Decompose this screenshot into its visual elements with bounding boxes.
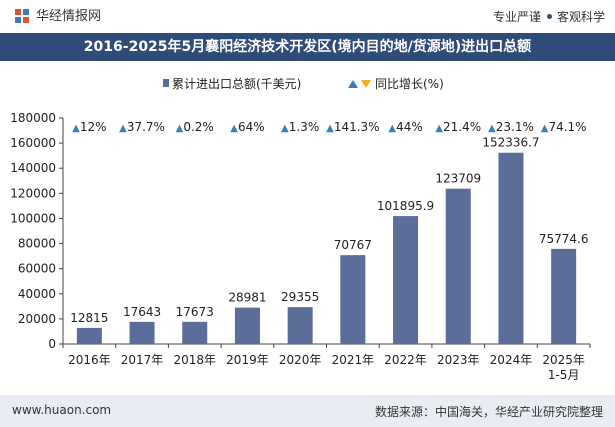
bar-value-label: 28981 <box>228 291 266 305</box>
y-axis-tick-label: 120000 <box>10 186 56 200</box>
growth-rate-label: ▲0.2% <box>176 120 214 134</box>
growth-rate-label: ▲23.1% <box>488 120 534 134</box>
x-axis-tick-label: 2020年 <box>279 353 322 367</box>
bar[interactable] <box>287 307 313 344</box>
y-axis-tick-label: 140000 <box>10 161 56 175</box>
bar-value-label: 29355 <box>281 290 319 304</box>
legend-up-triangle-icon <box>348 80 358 88</box>
footer-source: 数据来源：中国海关，华经产业研究院整理 <box>374 405 603 419</box>
growth-rate-label: ▲1.3% <box>281 120 319 134</box>
bar[interactable] <box>129 321 155 344</box>
bar[interactable] <box>445 188 471 344</box>
legend-bar-label: 累计进出口总额(千美元) <box>172 77 301 91</box>
brand-name: 华经情报网 <box>36 9 102 24</box>
y-axis-tick-label: 0 <box>48 337 56 351</box>
bar-value-label: 152336.7 <box>482 136 539 150</box>
y-axis-tick-label: 160000 <box>10 136 56 150</box>
bar-value-label: 70767 <box>334 238 372 252</box>
bar[interactable] <box>234 307 260 344</box>
x-axis-tick-label: 2019年 <box>226 353 269 367</box>
footer: www.huaon.com 数据来源：中国海关，华经产业研究院整理 <box>0 395 615 427</box>
bar[interactable] <box>498 152 524 344</box>
y-axis-tick-label: 100000 <box>10 211 56 225</box>
x-axis-tick-label: 2025年 1-5月 <box>542 353 585 382</box>
tagline-professional: 专业严谨 <box>492 10 541 24</box>
bar-value-label: 123709 <box>435 172 481 186</box>
x-axis-tick-label: 2016年 <box>68 353 111 367</box>
x-axis-tick-label: 2024年 <box>490 353 533 367</box>
growth-rate-label: ▲21.4% <box>435 120 481 134</box>
legend-down-triangle-icon <box>361 80 371 88</box>
bar-value-label: 75774.6 <box>539 232 589 246</box>
x-axis-tick-label: 2023年 <box>437 353 480 367</box>
tagline-dot-icon <box>546 14 552 19</box>
y-axis-tick-label: 180000 <box>10 111 56 125</box>
bar-value-label: 17673 <box>176 305 214 319</box>
bar[interactable] <box>393 216 419 344</box>
chart-title: 2016-2025年5月襄阳经济技术开发区(境内目的地/货源地)进出口总额 <box>83 39 532 55</box>
bar-value-label: 12815 <box>70 311 108 325</box>
bar[interactable] <box>551 248 577 344</box>
tagline: 专业严谨 客观科学 <box>493 9 605 25</box>
growth-rate-label: ▲37.7% <box>119 120 165 134</box>
title-bar: 2016-2025年5月襄阳经济技术开发区(境内目的地/货源地)进出口总额 <box>0 33 615 61</box>
x-axis-tick-label: 2017年 <box>121 353 164 367</box>
bar[interactable] <box>340 255 366 344</box>
top-bar: 华经情报网 专业严谨 客观科学 <box>0 0 615 33</box>
x-axis-tick-label: 2022年 <box>384 353 427 367</box>
legend-bar-swatch <box>163 79 169 87</box>
bar[interactable] <box>182 321 208 344</box>
y-axis-tick-label: 80000 <box>18 237 56 251</box>
y-axis-tick-label: 60000 <box>18 262 56 276</box>
growth-rate-label: ▲74.1% <box>541 120 587 134</box>
y-axis-tick-label: 40000 <box>18 287 56 301</box>
growth-rate-label: ▲141.3% <box>326 120 379 134</box>
y-axis-tick-label: 20000 <box>18 312 56 326</box>
footer-url[interactable]: www.huaon.com <box>12 403 112 417</box>
growth-rate-label: ▲64% <box>230 120 264 134</box>
tagline-objective: 客观科学 <box>556 10 605 24</box>
brand-logo-icon <box>15 9 29 23</box>
bar[interactable] <box>76 327 102 344</box>
x-axis-tick-label: 2018年 <box>173 353 216 367</box>
growth-rate-label: ▲12% <box>72 120 106 134</box>
legend-line-label: 同比增长(%) <box>375 77 444 91</box>
bar-value-label: 101895.9 <box>377 199 434 213</box>
growth-rate-label: ▲44% <box>388 120 422 134</box>
x-axis-tick-label: 2021年 <box>332 353 375 367</box>
bar-value-label: 17643 <box>123 305 161 319</box>
